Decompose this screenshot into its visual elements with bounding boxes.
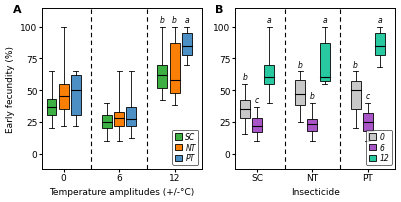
Text: A: A [12,5,21,15]
Bar [126,107,136,126]
Text: b: b [298,60,303,69]
Text: b: b [242,73,247,82]
Bar [240,101,250,118]
Text: c: c [366,92,370,101]
Legend: 0, 6, 12: 0, 6, 12 [366,130,392,165]
Bar [363,113,373,131]
Bar [47,100,57,116]
Text: B: B [215,5,224,15]
X-axis label: Insecticide: Insecticide [291,187,340,197]
Bar [375,34,385,55]
Text: b: b [172,16,177,25]
Bar [59,84,69,109]
Bar [252,118,262,132]
Text: a: a [267,16,271,25]
Bar [157,65,167,88]
Y-axis label: Early fecundity (%): Early fecundity (%) [6,45,14,132]
Bar [264,65,274,84]
Bar [102,116,112,128]
Text: b: b [160,16,165,25]
Legend: SC, NT, PT: SC, NT, PT [172,130,198,165]
Bar [170,44,180,93]
Bar [182,34,192,55]
Text: c: c [255,96,259,104]
Text: b: b [353,60,358,69]
Bar [295,81,305,106]
Text: a: a [378,16,382,25]
Text: a: a [322,16,327,25]
X-axis label: Temperature amplitudes (+/-°C): Temperature amplitudes (+/-°C) [49,187,194,197]
Bar [350,82,360,109]
Bar [320,44,330,82]
Bar [307,120,317,131]
Text: b: b [310,92,315,101]
Bar [114,112,124,126]
Bar [71,76,81,116]
Text: a: a [184,16,189,25]
